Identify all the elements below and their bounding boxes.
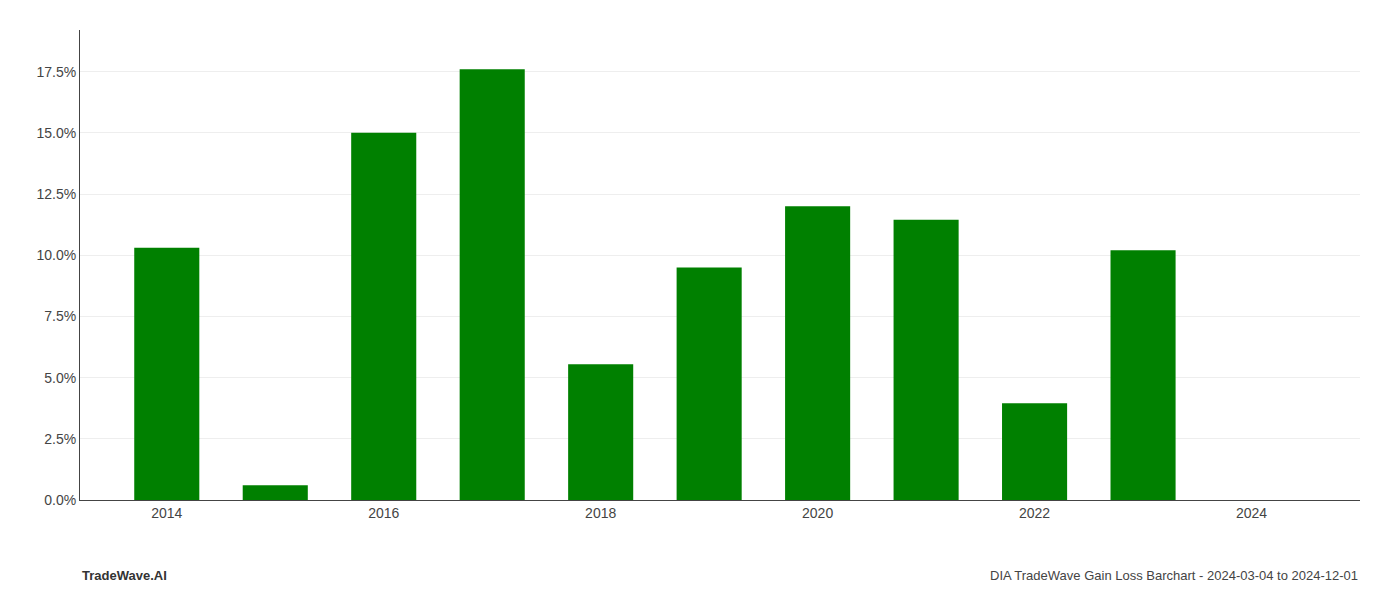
svg-text:TradeWave.AI: TradeWave.AI — [82, 568, 167, 583]
svg-text:0.0%: 0.0% — [44, 492, 76, 508]
svg-text:15.0%: 15.0% — [36, 125, 76, 141]
svg-text:10.0%: 10.0% — [36, 247, 76, 263]
svg-text:5.0%: 5.0% — [44, 370, 76, 386]
svg-text:2014: 2014 — [151, 505, 182, 521]
svg-text:17.5%: 17.5% — [36, 64, 76, 80]
svg-text:2018: 2018 — [585, 505, 616, 521]
svg-text:DIA TradeWave Gain Loss Barcha: DIA TradeWave Gain Loss Barchart - 2024-… — [990, 568, 1358, 583]
svg-text:12.5%: 12.5% — [36, 186, 76, 202]
svg-text:2024: 2024 — [1236, 505, 1267, 521]
svg-text:7.5%: 7.5% — [44, 308, 76, 324]
svg-text:2020: 2020 — [802, 505, 833, 521]
svg-text:2022: 2022 — [1019, 505, 1050, 521]
svg-text:2.5%: 2.5% — [44, 431, 76, 447]
svg-text:2016: 2016 — [368, 505, 399, 521]
